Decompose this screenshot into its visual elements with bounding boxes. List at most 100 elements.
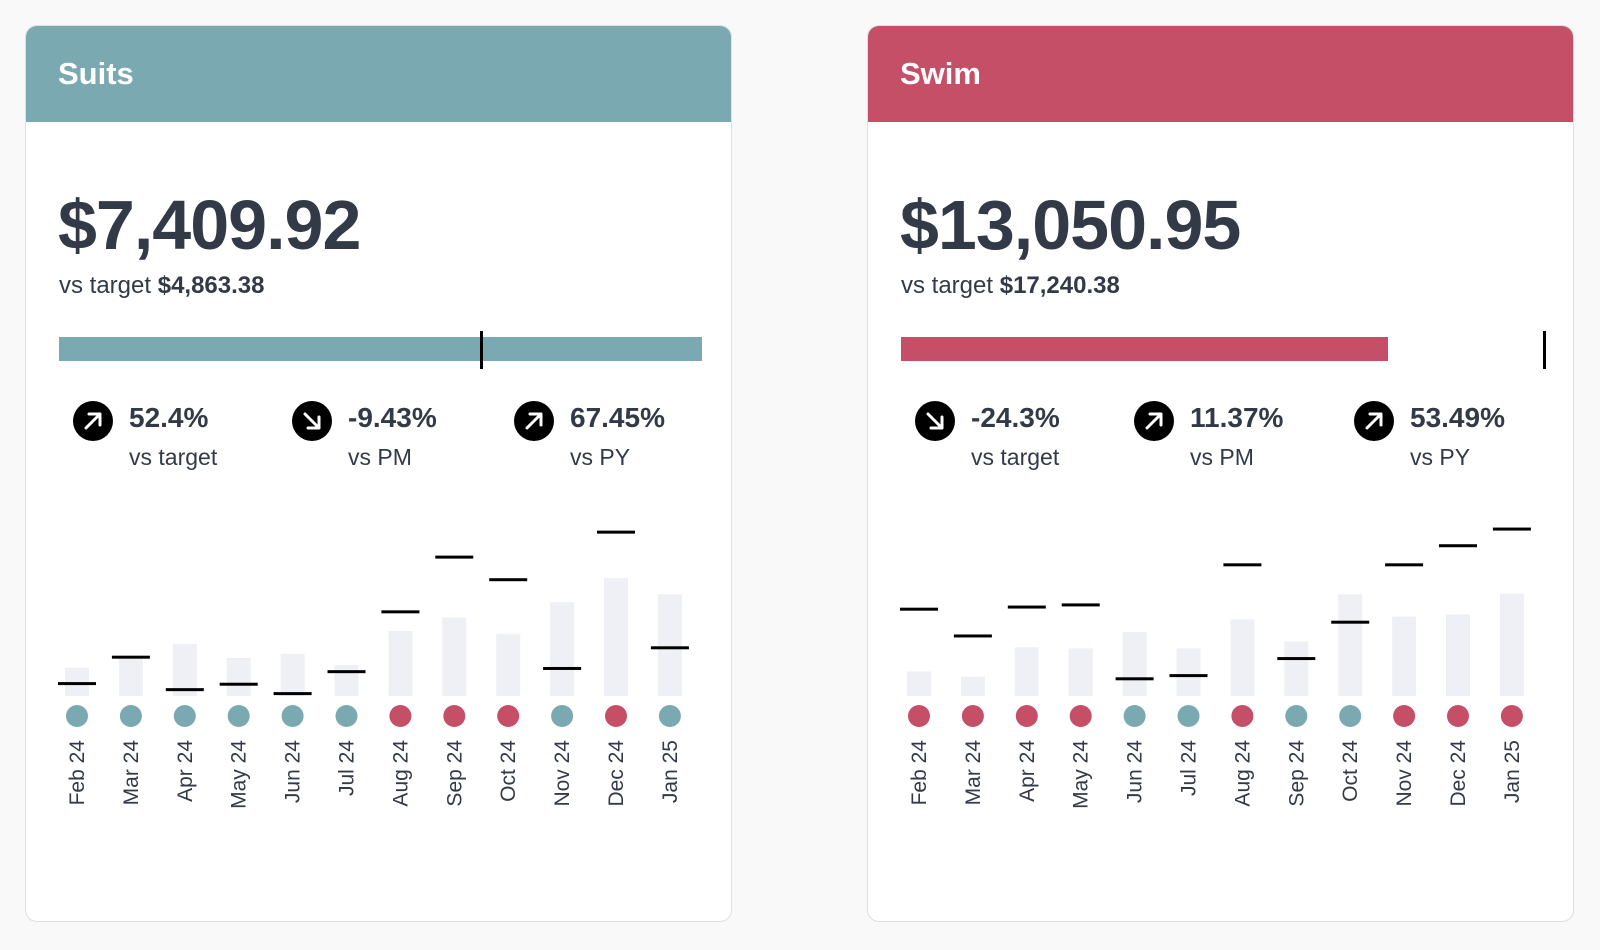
total-value: $7,409.92 [58,186,361,264]
month-label: Jun 24 [282,740,305,803]
progress-target-marker [479,331,483,369]
actual-bar [1338,594,1363,696]
target-marker [1061,603,1100,607]
actual-bar [1499,593,1524,696]
arrow-down-right-icon [292,401,332,441]
month-label: Apr 24 [174,740,197,802]
target-marker [58,682,96,686]
month-label: Aug 24 [1231,740,1254,807]
month-label: May 24 [228,740,251,809]
progress-fill [59,337,702,361]
month-label: May 24 [1070,740,1093,809]
status-dot [605,705,627,727]
status-dot [119,705,142,727]
status-dot [908,705,930,727]
target-marker [1223,563,1262,567]
status-dot [1393,705,1416,727]
target-marker [1169,674,1208,678]
kpi-card-swim: Swim $13,050.95 vs target $17,240.38 -24… [867,25,1574,922]
status-dot [1339,705,1362,727]
target-line: vs target $17,240.38 [901,272,1120,300]
target-marker [1492,527,1531,531]
arrow-up-right-icon [73,401,113,441]
status-dot [227,705,250,727]
actual-bar [1230,619,1255,696]
actual-bar [280,653,305,696]
status-dot [335,705,358,727]
target-line: vs target $4,863.38 [59,272,265,300]
target-marker [111,655,150,659]
target-marker [543,666,582,670]
target-label: vs target [901,272,994,299]
month-label: Mar 24 [120,740,143,806]
target-label: vs target [59,272,152,299]
arrow-up-right-icon [1354,401,1394,441]
target-value: $17,240.38 [999,272,1120,299]
status-dot [497,705,520,727]
status-dot [1177,705,1200,727]
actual-bar [1284,641,1309,696]
actual-bar [496,633,521,696]
progress-bar [901,331,1546,369]
target-marker [165,688,204,692]
total-value: $13,050.95 [900,186,1241,264]
month-label: Jan 25 [659,740,682,803]
monthly-chart: Feb 24 Mar 24 Apr 24 May 24 Jun 24 Jul 24 Aug … [900,527,1531,809]
actual-bar [604,578,628,696]
card-title: Suits [58,56,134,91]
status-dot [389,705,412,727]
target-marker [327,670,366,674]
actual-bar [960,676,985,696]
actual-bar [550,602,575,696]
target-marker [219,682,258,686]
status-dot [173,705,196,727]
target-marker [597,530,635,534]
month-label: Jun 24 [1124,740,1147,803]
month-label: Feb 24 [908,740,931,806]
actual-bar [118,655,143,696]
metric-value: 52.4% [129,402,209,433]
month-label: Jan 25 [1501,740,1524,803]
actual-bar [172,643,197,696]
card-header: Suits [26,26,731,122]
target-marker [1385,563,1424,567]
month-label: Dec 24 [605,740,628,807]
progress-bar [59,331,702,369]
arrow-up-right-icon [1134,401,1174,441]
status-dot [1285,705,1308,727]
month-label: Sep 24 [443,740,466,807]
status-dot [1015,705,1038,727]
target-value: $4,863.38 [157,272,265,299]
status-dot [551,705,574,727]
arrow-up-right-icon [514,401,554,441]
target-marker [900,607,938,611]
kpi-card-suits: Suits $7,409.92 vs target $4,863.38 52.4… [25,25,732,922]
metric-value: -24.3% [971,402,1060,433]
actual-bar [907,671,931,696]
progress-fill [901,337,1388,361]
metric-label: vs PM [348,444,412,470]
metric-value: -9.43% [348,402,437,433]
month-label: Jul 24 [336,740,359,796]
status-dot [1500,705,1523,727]
actual-bar [1122,631,1147,696]
card-header: Swim [868,26,1573,122]
target-marker [1439,544,1477,548]
month-label: Oct 24 [1339,740,1362,802]
target-marker [489,578,528,582]
actual-bar [1068,648,1093,696]
card-title: Swim [900,56,981,91]
month-label: Oct 24 [497,740,520,802]
month-label: Sep 24 [1285,740,1308,807]
actual-bar [1014,647,1039,696]
metric-value: 53.49% [1410,402,1505,433]
month-label: Nov 24 [1393,740,1416,807]
month-label: Feb 24 [66,740,89,806]
actual-bar [442,617,467,696]
actual-bar [334,665,359,696]
metric-value: 11.37% [1190,402,1284,433]
actual-bar [226,657,251,696]
target-marker [1115,677,1154,681]
metric-label: vs PY [1410,444,1471,470]
monthly-chart: Feb 24 Mar 24 Apr 24 May 24 Jun 24 Jul 24 Aug … [58,530,689,809]
